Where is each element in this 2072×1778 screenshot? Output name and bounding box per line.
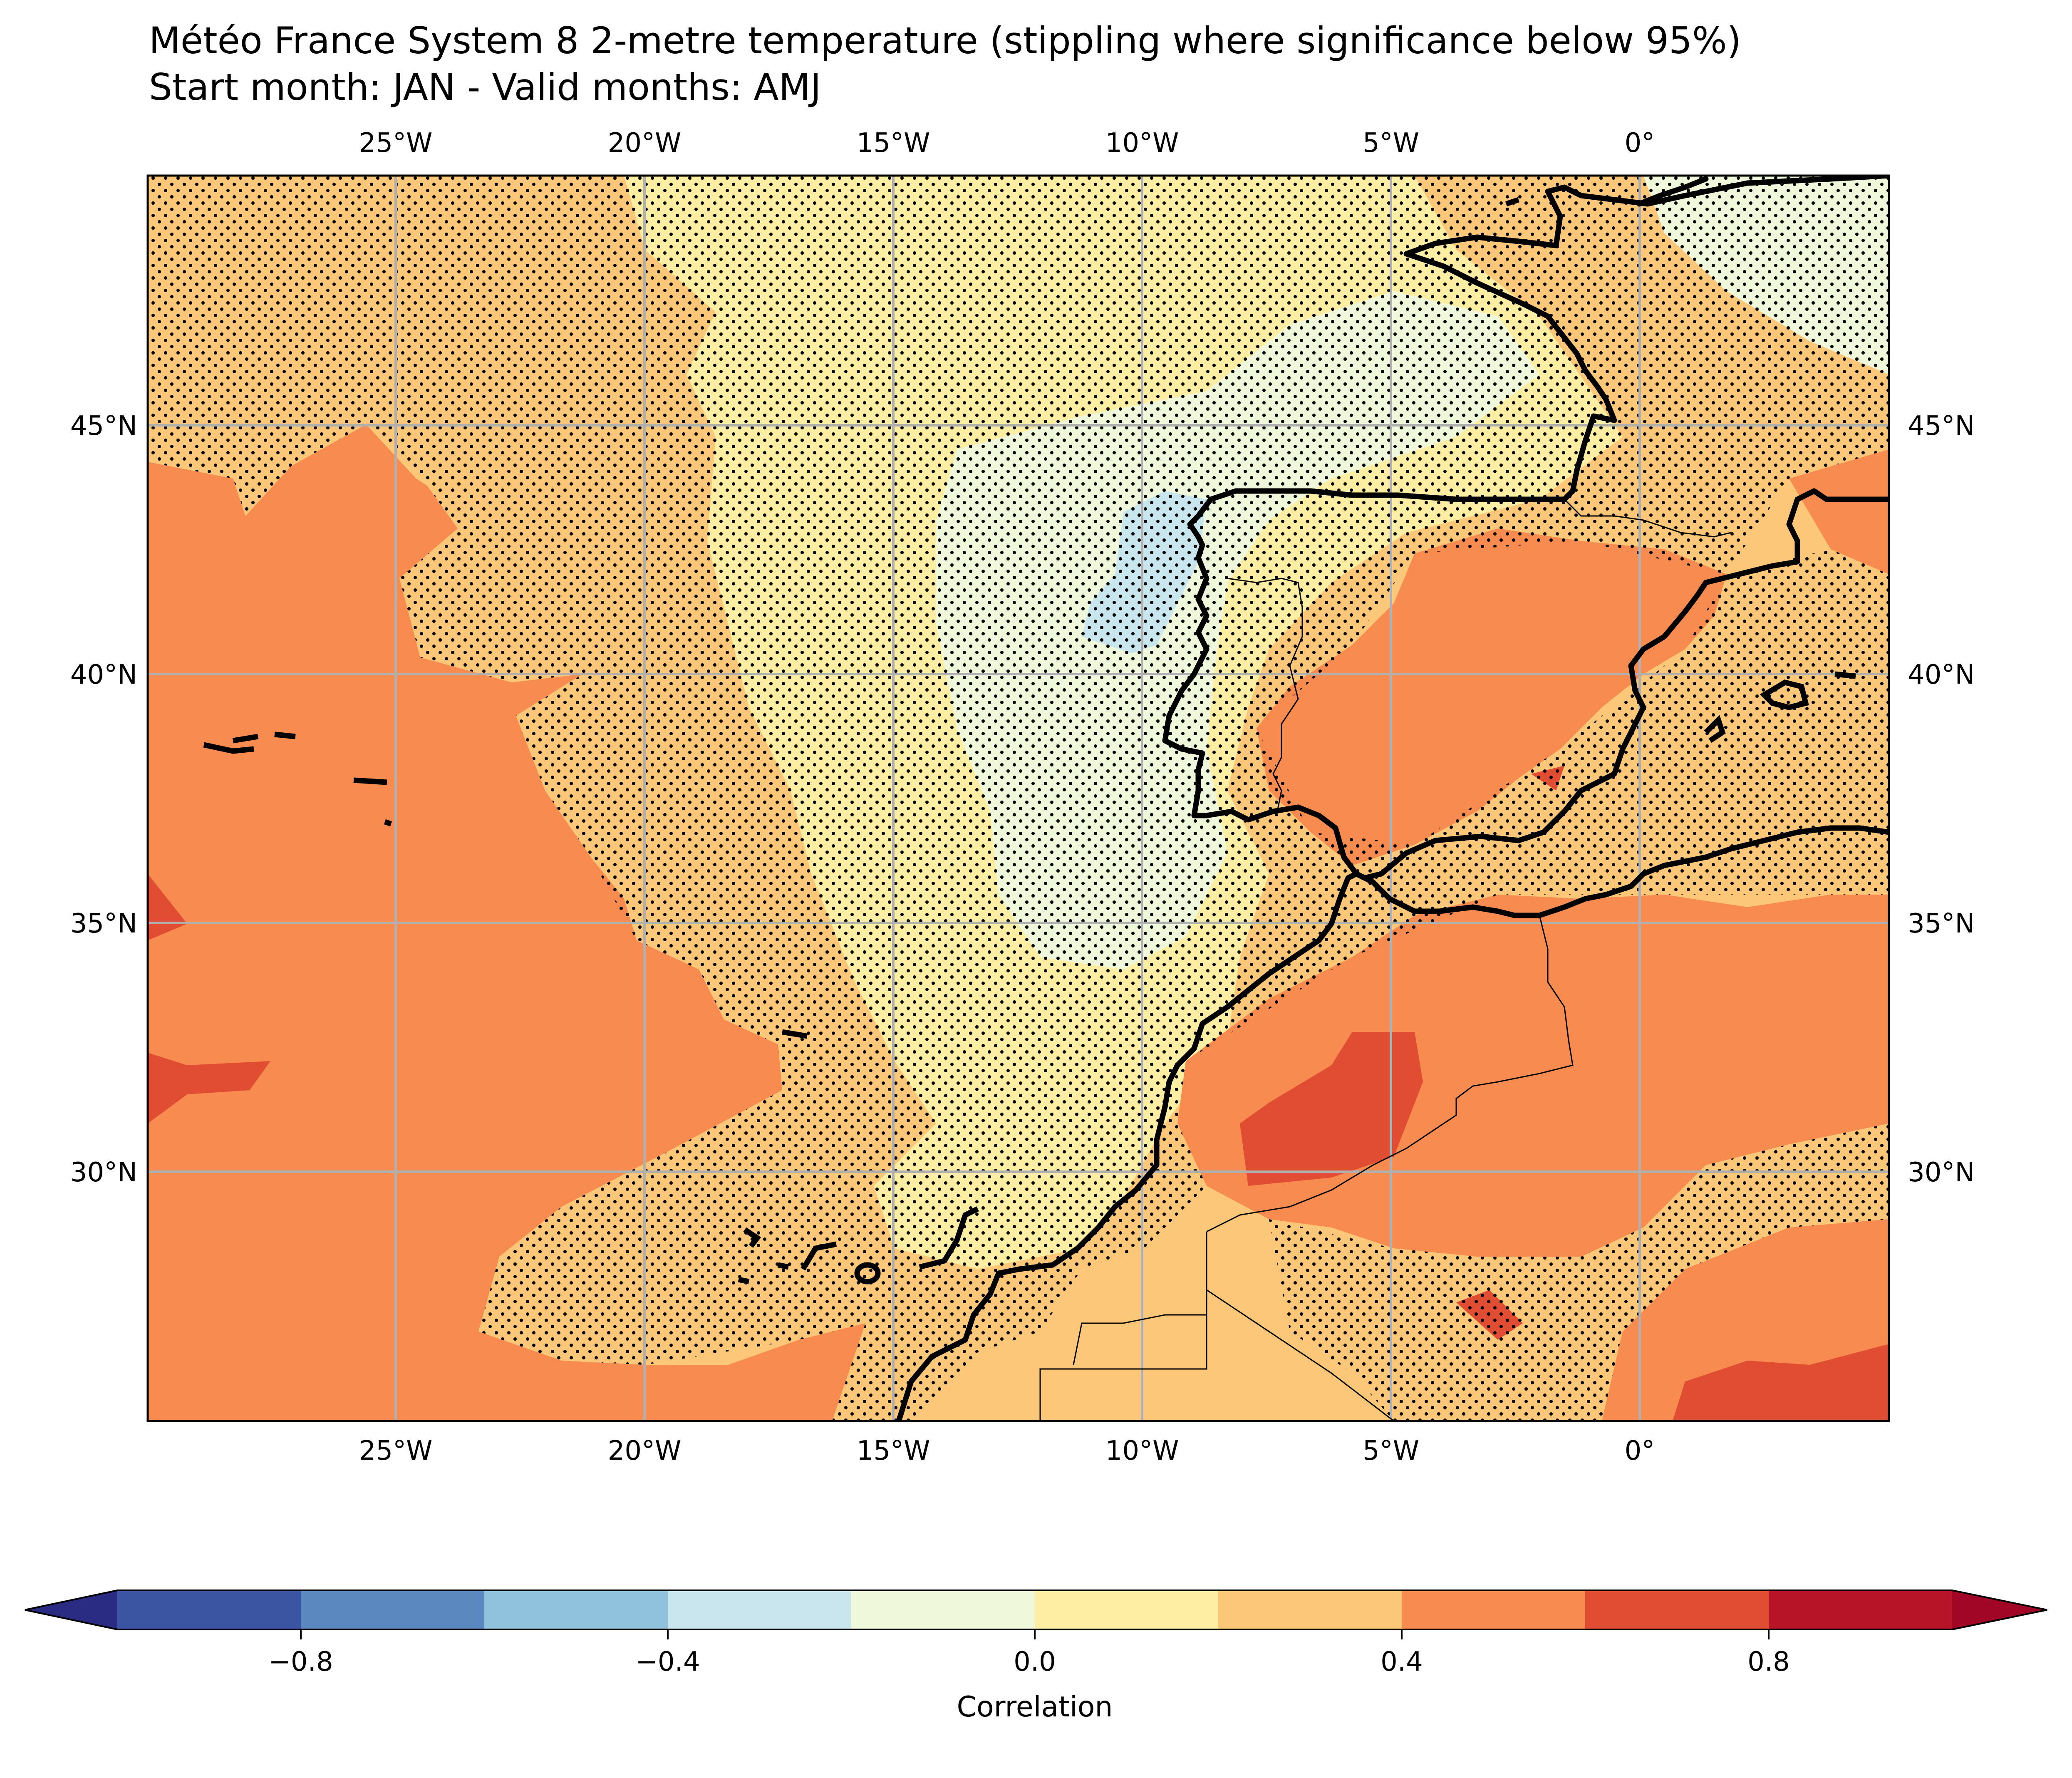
colorbar-segment-1 [117,1590,301,1629]
colorbar-tick-label-3: 0.0 [1014,1647,1056,1677]
island-channel [1505,197,1520,207]
island-mallorca [1760,679,1809,710]
lat-tick-left-35n: 35°N [70,908,137,939]
lon-tick-top-15w: 15°W [857,128,930,159]
lat-tick-right-40n: 40°N [1908,660,1975,690]
island-azores-3 [274,732,296,739]
island-azores-5 [384,819,392,827]
lat-tick-left-40n: 40°N [70,660,137,690]
map-frame [146,174,1890,1422]
border-morocco-algeria [1206,915,1574,1232]
colorbar-segment-7 [1218,1590,1402,1629]
map-title-line-1: Météo France System 8 2-metre temperatur… [149,19,1741,62]
island-canary-3 [777,1262,789,1270]
colorbar-segment-2 [301,1590,484,1629]
lon-ticks-top: 25°W 20°W 15°W 10°W 5°W 0° [359,128,1655,159]
colorbar-extend-low [25,1590,117,1629]
field-region-strong-1 [1240,1032,1423,1186]
island-canary-4 [801,1241,837,1271]
colorbar-segment-10 [1769,1590,1952,1629]
island-madeira [781,1029,808,1039]
colorbar-segment-5 [851,1590,1035,1629]
lon-ticks-bottom: 25°W 20°W 15°W 10°W 5°W 0° [359,1436,1655,1466]
lat-tick-right-30n: 30°N [1908,1157,1975,1188]
islands [203,197,1856,1285]
colorbar-segments [117,1590,1952,1629]
gridlines [148,176,1889,1421]
lat-tick-left-30n: 30°N [70,1157,137,1188]
island-canary-2 [738,1277,750,1285]
coastline-africa [896,825,1889,1421]
lat-tick-right-45n: 45°N [1908,411,1975,441]
lon-tick-top-10w: 10°W [1105,128,1179,159]
lat-tick-right-35n: 35°N [1908,908,1975,939]
island-ibiza [1704,714,1726,743]
colorbar-segment-8 [1402,1590,1585,1629]
lon-tick-bottom-10w: 10°W [1105,1436,1179,1466]
colorbar-segment-6 [1035,1590,1218,1629]
island-canary-5 [854,1262,881,1285]
island-azores-2 [232,734,259,744]
colorbar-outline [25,1590,2047,1630]
field-region-iberia-east [1257,528,1727,865]
border-western-sahara [1039,1232,1207,1421]
border-mauritania [1206,1289,1394,1421]
border-france-spain [1564,498,1731,538]
coastline-uk-south [1636,176,1709,207]
coastline-iberia-west-south [1162,542,1384,881]
coastlines [896,176,1889,1421]
stipple-north [148,176,1889,1421]
border-western-sahara-north [1073,1314,1207,1365]
coastline-iberia-east [1378,488,1889,877]
lon-tick-bottom-20w: 20°W [608,1436,682,1466]
field-region-strong-2 [148,1053,270,1123]
colorbar-tick-label-1: −0.8 [268,1647,333,1677]
island-azores-1 [203,742,254,754]
lon-tick-top-0: 0° [1625,128,1655,159]
colorbar-tick-label-5: 0.8 [1747,1647,1790,1677]
country-borders [1039,498,1731,1421]
coastline-france [1187,176,1889,548]
colorbar-segment-9 [1585,1590,1769,1629]
stipple-south [1269,1123,1889,1421]
stippling [148,176,1889,1421]
lat-tick-left-45n: 45°N [70,411,137,441]
island-menorca [1834,671,1856,679]
lat-ticks-left: 45°N 40°N 35°N 30°N [70,411,137,1188]
island-azores-4 [353,777,387,785]
field-region-east [1789,449,1889,574]
map-title-line-2: Start month: JAN - Valid months: AMJ [149,66,821,109]
lon-tick-bottom-15w: 15°W [857,1436,930,1466]
lon-tick-top-25w: 25°W [359,128,433,159]
colorbar-tick-label-2: −0.4 [635,1647,700,1677]
lon-tick-top-20w: 20°W [608,128,682,159]
field-region-strong-4 [1673,1344,1889,1421]
map-axes [148,176,1889,1421]
colorbar-extend-high [1952,1590,2047,1629]
colorbar-segment-4 [668,1590,851,1629]
colorbar-segment-3 [484,1590,668,1629]
colorbar: −0.8 −0.4 0.0 0.4 0.8 Correlation [25,1590,2047,1723]
island-canary-6 [919,1206,979,1270]
lon-tick-bottom-25w: 25°W [359,1436,433,1466]
lat-ticks-right: 45°N 40°N 35°N 30°N [1908,411,1975,1188]
lon-tick-bottom-5w: 5°W [1363,1436,1419,1466]
lon-tick-bottom-0: 0° [1625,1436,1655,1466]
lon-tick-top-5w: 5°W [1363,128,1419,159]
border-spain-portugal [1227,578,1303,812]
island-canary-1 [743,1227,761,1248]
colorbar-label: Correlation [957,1691,1113,1723]
colorbar-tick-label-4: 0.4 [1381,1647,1423,1677]
